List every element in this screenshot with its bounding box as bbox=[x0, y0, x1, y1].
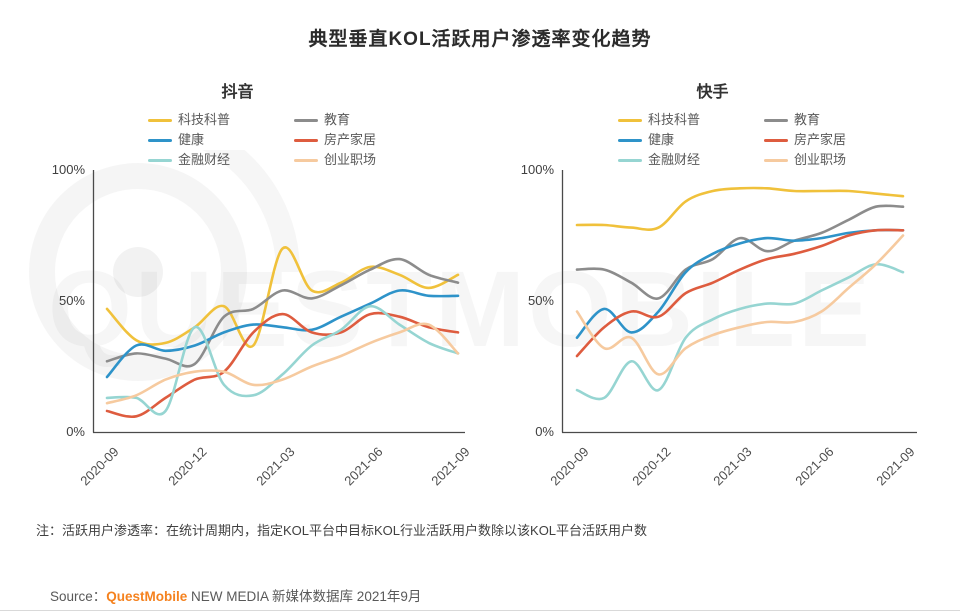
ytick-50: 50% bbox=[58, 293, 85, 308]
line-chart-douyin bbox=[92, 170, 465, 434]
xtick: 2021-03 bbox=[710, 444, 755, 489]
xtick: 2020-09 bbox=[77, 444, 122, 489]
legend-label: 创业职场 bbox=[324, 152, 377, 167]
legend-swatch-jiaoyu bbox=[294, 118, 318, 122]
legend-swatch-keji bbox=[148, 118, 172, 122]
ytick-0: 0% bbox=[535, 424, 554, 439]
legend-swatch-jiankang bbox=[148, 138, 172, 142]
xtick: 2020-12 bbox=[165, 444, 210, 489]
series-line-健康 bbox=[105, 289, 460, 379]
legend-item: 健康 bbox=[148, 132, 294, 148]
series-line-金融财经 bbox=[575, 262, 905, 401]
chart-title-douyin: 抖音 bbox=[221, 84, 254, 101]
legend-swatch-chuangye bbox=[294, 158, 318, 162]
legend-item: 科技科普 bbox=[618, 112, 764, 128]
legend-label: 教育 bbox=[324, 112, 351, 127]
series-line-教育 bbox=[575, 204, 905, 300]
legend-douyin: 科技科普 教育 健康 房产家居 金融财经 创业职场 bbox=[148, 112, 376, 168]
xtick: 2021-09 bbox=[873, 444, 918, 489]
legend-swatch-fangchan bbox=[294, 138, 318, 142]
ytick-100: 100% bbox=[520, 162, 554, 177]
legend-label: 科技科普 bbox=[648, 112, 701, 127]
legend-item: 创业职场 bbox=[764, 152, 846, 168]
legend-swatch-jiaoyu bbox=[764, 118, 788, 122]
legend-swatch-keji bbox=[618, 118, 642, 122]
legend-item: 科技科普 bbox=[148, 112, 294, 128]
xtick: 2021-03 bbox=[253, 444, 298, 489]
legend-label: 科技科普 bbox=[178, 112, 231, 127]
legend-swatch-chuangye bbox=[764, 158, 788, 162]
legend-item: 房产家居 bbox=[294, 132, 376, 148]
footnote: 注：活跃用户渗透率：在统计周期内，指定KOL平台中目标KOL行业活跃用户数除以该… bbox=[36, 523, 648, 538]
series-line-科技科普 bbox=[575, 186, 905, 231]
series-line-创业职场 bbox=[105, 322, 460, 405]
series-line-科技科普 bbox=[105, 246, 460, 349]
xtick: 2020-09 bbox=[547, 444, 592, 489]
ytick-0: 0% bbox=[66, 424, 85, 439]
legend-item: 教育 bbox=[764, 112, 846, 128]
line-chart-kuaishou bbox=[561, 170, 917, 434]
series-line-教育 bbox=[105, 257, 460, 368]
series-line-创业职场 bbox=[575, 234, 905, 376]
legend-swatch-jiankang bbox=[618, 138, 642, 142]
legend-label: 金融财经 bbox=[648, 152, 701, 167]
xtick: 2021-06 bbox=[792, 444, 837, 489]
series-line-金融财经 bbox=[105, 304, 460, 416]
source-prefix: Source： bbox=[50, 589, 107, 604]
legend-swatch-fangchan bbox=[764, 138, 788, 142]
series-line-房产家居 bbox=[575, 228, 905, 358]
source-line: Source：QuestMobile NEW MEDIA 新媒体数据库 2021… bbox=[50, 585, 421, 605]
xtick: 2020-12 bbox=[629, 444, 674, 489]
questmobile-brand: QuestMobile bbox=[106, 589, 188, 604]
legend-item: 房产家居 bbox=[764, 132, 846, 148]
legend-label: 教育 bbox=[794, 112, 821, 127]
legend-label: 创业职场 bbox=[794, 152, 847, 167]
xtick: 2021-09 bbox=[428, 444, 473, 489]
xtick: 2021-06 bbox=[341, 444, 386, 489]
legend-item: 创业职场 bbox=[294, 152, 376, 168]
legend-label: 房产家居 bbox=[794, 132, 847, 147]
ytick-50: 50% bbox=[527, 293, 554, 308]
legend-kuaishou: 科技科普 教育 健康 房产家居 金融财经 创业职场 bbox=[618, 112, 846, 168]
ytick-100: 100% bbox=[51, 162, 85, 177]
legend-swatch-jinrong bbox=[618, 158, 642, 162]
page-title: 典型垂直KOL活跃用户渗透率变化趋势 bbox=[308, 29, 652, 50]
chart-title-kuaishou: 快手 bbox=[696, 84, 729, 101]
legend-label: 房产家居 bbox=[324, 132, 377, 147]
legend-label: 健康 bbox=[648, 132, 675, 147]
legend-item: 金融财经 bbox=[618, 152, 764, 168]
legend-label: 金融财经 bbox=[178, 152, 231, 167]
series-line-房产家居 bbox=[105, 311, 460, 419]
legend-swatch-jinrong bbox=[148, 158, 172, 162]
bottom-divider bbox=[0, 610, 960, 611]
legend-label: 健康 bbox=[178, 132, 205, 147]
legend-item: 健康 bbox=[618, 132, 764, 148]
source-suffix: NEW MEDIA 新媒体数据库 2021年9月 bbox=[187, 589, 422, 604]
legend-item: 金融财经 bbox=[148, 152, 294, 168]
series-line-健康 bbox=[575, 228, 905, 339]
legend-item: 教育 bbox=[294, 112, 376, 128]
